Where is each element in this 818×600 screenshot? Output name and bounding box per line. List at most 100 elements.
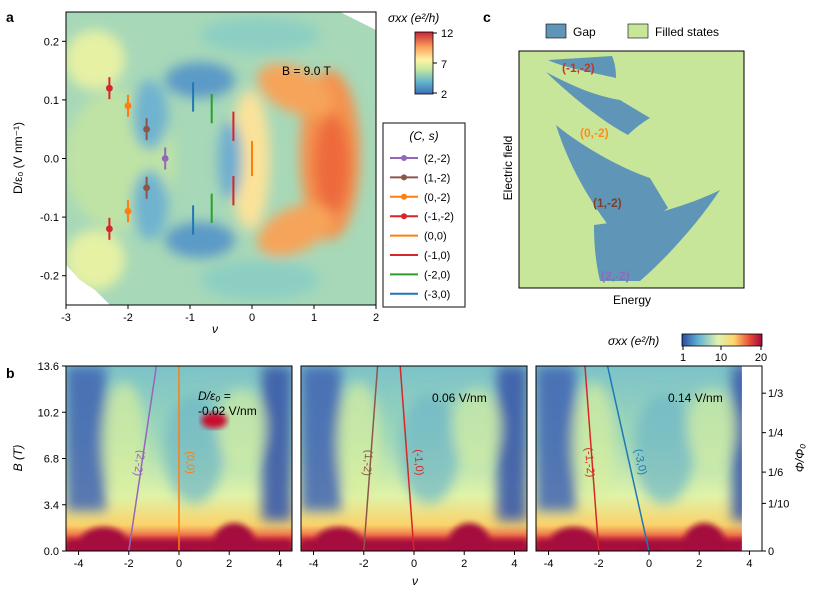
gap-region-m1-m2 bbox=[548, 56, 616, 78]
panel-b-heatmap: (1,-2) (-1,0) bbox=[301, 366, 527, 551]
x-tick-label: -3 bbox=[61, 312, 71, 324]
panel-c-ylabel: Electric field bbox=[501, 136, 515, 201]
panel-b-right-axis: 1/3 1/4 1/6 1/10 0 bbox=[762, 388, 789, 558]
panel-b-ylabel: B (T) bbox=[11, 445, 25, 472]
data-point bbox=[143, 184, 151, 192]
panel-c-label: (-1,-2) bbox=[562, 61, 595, 75]
panel-b-colorbar bbox=[681, 333, 763, 347]
panel-c-xlabel: Energy bbox=[613, 293, 651, 307]
panel-a-xlabel: ν bbox=[212, 322, 218, 336]
fan-line-label: (2,-2) bbox=[131, 449, 147, 477]
x-tick-label: 4 bbox=[746, 558, 752, 570]
panel-a-heatmap bbox=[66, 12, 376, 305]
panel-b-colorbar-tick: 20 bbox=[755, 352, 767, 364]
panel-b-right-axis-label: Φ/Φ₀ bbox=[793, 444, 807, 472]
panel-a-legend-items: (2,-2) (1,-2) (0,-2) (-1,-2) (0,0) (-1,0) (-2,… bbox=[390, 153, 454, 301]
x-tick-label: -2 bbox=[594, 558, 604, 570]
data-point bbox=[143, 125, 151, 133]
gap-region-2-m2 bbox=[594, 190, 720, 281]
y-tick-label: 0.2 bbox=[44, 36, 59, 48]
legend-marker bbox=[401, 193, 407, 200]
right-tick-label: 1/6 bbox=[768, 467, 783, 479]
x-tick-label: -4 bbox=[74, 558, 84, 570]
panel-a-colorbar-tick: 12 bbox=[441, 28, 453, 40]
panel-c-label: (1,-2) bbox=[593, 196, 622, 210]
y-tick-label: 6.8 bbox=[44, 454, 59, 466]
x-tick-label: 0 bbox=[646, 558, 652, 570]
right-tick-label: 1/3 bbox=[768, 388, 783, 400]
panel-a-colorbar-label: σxx (e²/h) bbox=[388, 11, 439, 25]
panel-a-ylabel: D/ε₀ (V nm⁻¹) bbox=[11, 122, 25, 194]
legend-item: (1,-2) bbox=[390, 172, 450, 184]
panel-a-legend bbox=[382, 122, 466, 308]
y-tick-label: -0.2 bbox=[40, 271, 59, 283]
panel-a-colorbar-tick: 7 bbox=[441, 59, 447, 71]
legend-label: (-3,0) bbox=[424, 289, 450, 301]
y-tick-label: 0.0 bbox=[44, 546, 59, 558]
data-point bbox=[106, 225, 113, 233]
right-tick-label: 0 bbox=[768, 546, 774, 558]
x-tick-label: 2 bbox=[373, 312, 379, 324]
legend-label: (0,-2) bbox=[424, 192, 450, 204]
panel-label-b: b bbox=[6, 365, 15, 381]
data-point bbox=[124, 102, 132, 110]
fan-line-label: (-1,0) bbox=[411, 449, 425, 476]
legend-item: (0,0) bbox=[390, 231, 447, 243]
panel-a-marks bbox=[106, 77, 253, 240]
x-tick-label: 0 bbox=[411, 558, 417, 570]
panel-a-legend-title: (C, s) bbox=[409, 129, 438, 143]
panel-b-colorbar-tick: 1 bbox=[680, 352, 686, 364]
x-tick-label: -2 bbox=[124, 558, 134, 570]
legend-item: (-1,0) bbox=[390, 250, 450, 262]
panel-b-subplots: (2,-2) (0,0) -4 -2 0 2 4 13.6 10.2 6.8 3.4 0.0 (1,-2… bbox=[38, 361, 763, 570]
legend-item: (2,-2) bbox=[390, 153, 450, 165]
gap-legend-swatch bbox=[545, 23, 567, 39]
y-tick-label: -0.1 bbox=[40, 212, 59, 224]
panel-a-axes: -3 -2 -1 0 1 2 0.2 0.1 0.0 -0.1 -0.2 bbox=[40, 36, 379, 324]
gap-region-1-m2 bbox=[556, 125, 668, 240]
panel-b-colorbar-tick: 10 bbox=[715, 352, 727, 364]
x-tick-label: -2 bbox=[123, 312, 133, 324]
fan-line bbox=[128, 366, 158, 551]
legend-label: (-2,0) bbox=[424, 269, 450, 281]
right-tick-label: 1/10 bbox=[768, 498, 789, 510]
legend-label: (-1,-2) bbox=[424, 211, 454, 223]
y-tick-label: 0.1 bbox=[44, 95, 59, 107]
fan-line bbox=[399, 366, 415, 551]
legend-label: (1,-2) bbox=[424, 172, 450, 184]
legend-marker bbox=[401, 155, 407, 161]
gap-legend-label: Gap bbox=[573, 25, 596, 39]
gap-region-0-m2 bbox=[546, 72, 650, 135]
x-tick-label: -4 bbox=[544, 558, 554, 570]
y-tick-label: 3.4 bbox=[44, 500, 59, 512]
x-tick-label: 4 bbox=[276, 558, 282, 570]
data-point bbox=[124, 207, 132, 215]
x-tick-label: 2 bbox=[226, 558, 232, 570]
legend-item: (0,-2) bbox=[390, 192, 450, 204]
x-tick-label: 2 bbox=[461, 558, 467, 570]
legend-item: (-1,-2) bbox=[390, 211, 454, 223]
y-tick-label: 0.0 bbox=[44, 154, 59, 166]
fan-line bbox=[363, 366, 379, 551]
panel-b-annotation: 0.14 V/nm bbox=[668, 391, 723, 405]
legend-label: (2,-2) bbox=[424, 153, 450, 165]
right-tick-label: 1/4 bbox=[768, 428, 783, 440]
panel-b-heatmap: (-1,-2) (-3,0) bbox=[536, 366, 762, 551]
legend-label: (-1,0) bbox=[424, 250, 450, 262]
legend-marker bbox=[401, 213, 407, 220]
fan-line bbox=[584, 366, 600, 551]
legend-item: (-3,0) bbox=[390, 289, 450, 301]
x-tick-label: -4 bbox=[309, 558, 319, 570]
fan-line-label: (1,-2) bbox=[360, 449, 374, 476]
legend-label: (0,0) bbox=[424, 231, 447, 243]
panel-b-xlabel: ν bbox=[412, 574, 418, 588]
panel-c-label: (0,-2) bbox=[580, 126, 609, 140]
panel-b-annotation: 0.06 V/nm bbox=[432, 391, 487, 405]
x-tick-label: -1 bbox=[185, 312, 195, 324]
panel-a-annotation: B = 9.0 T bbox=[282, 64, 331, 78]
panel-b-heatmap: (2,-2) (0,0) bbox=[66, 366, 292, 551]
fan-line-label: (0,0) bbox=[184, 451, 196, 474]
x-tick-label: -2 bbox=[359, 558, 369, 570]
panel-c-diagram: (-1,-2) (0,-2) (1,-2) (2,-2) bbox=[518, 50, 745, 289]
